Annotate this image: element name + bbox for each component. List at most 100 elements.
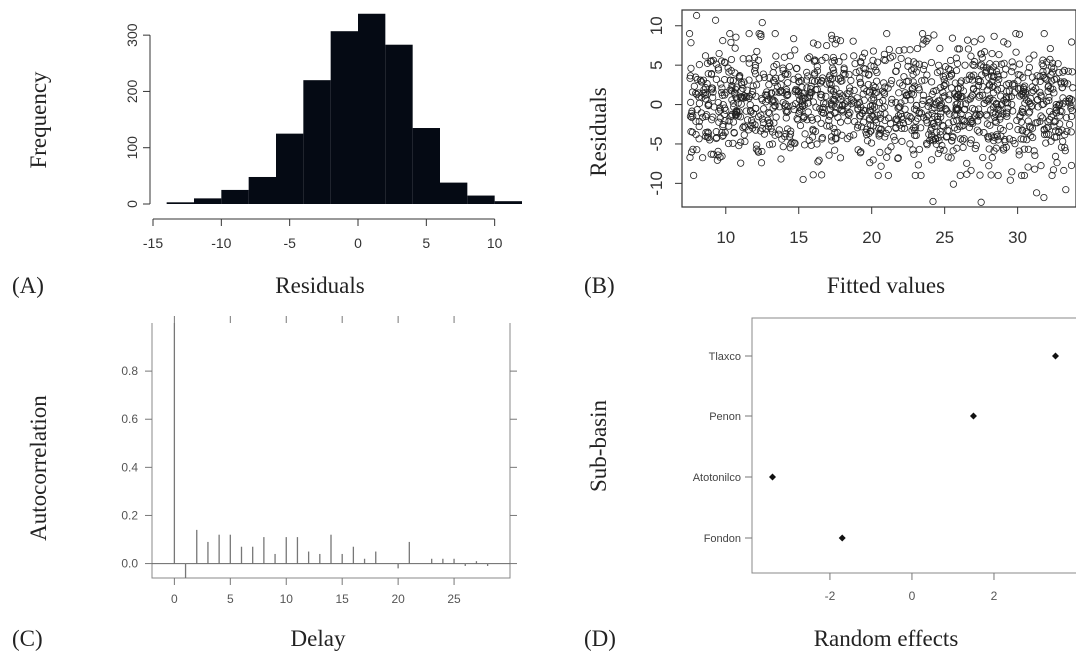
scatter-point <box>1039 100 1048 108</box>
scatter-point <box>1051 117 1059 126</box>
scatter-point <box>767 89 776 98</box>
scatter-point <box>990 137 998 145</box>
scatter-point <box>1060 66 1068 74</box>
scatter-point <box>801 130 809 138</box>
scatter-point <box>1026 108 1034 116</box>
scatter-point <box>1048 77 1056 85</box>
scatter-point <box>818 134 827 142</box>
scatter-point <box>1028 102 1036 110</box>
scatter-point <box>928 124 936 132</box>
scatter-point <box>838 102 847 110</box>
scatter-point <box>1008 80 1017 89</box>
scatter-point <box>831 40 839 48</box>
scatter-point <box>758 147 766 156</box>
scatter-point <box>865 70 873 79</box>
scatter-point <box>857 148 865 156</box>
scatter-point <box>796 121 805 130</box>
scatter-point <box>856 78 864 86</box>
y-tick-label-4: 10 <box>647 16 666 35</box>
y-axis-title: Residuals <box>586 87 611 176</box>
scatter-point <box>1054 60 1062 68</box>
scatter-point <box>919 96 927 105</box>
scatter-point <box>1046 85 1055 93</box>
scatter-point <box>930 119 938 127</box>
scatter-point <box>977 35 985 43</box>
scatter-point <box>1024 163 1032 171</box>
scatter-point <box>927 78 936 86</box>
scatter-point <box>758 115 766 123</box>
scatter-point <box>831 128 839 137</box>
histogram-bar-1 <box>194 198 222 204</box>
scatter-point <box>1005 87 1013 95</box>
scatter-point <box>904 62 912 70</box>
scatter-point <box>980 129 988 137</box>
scatter-point <box>910 58 918 66</box>
scatter-point <box>806 91 814 100</box>
scatter-point <box>976 62 985 70</box>
scatter-point <box>957 77 966 85</box>
scatter-point <box>689 145 697 153</box>
y-axis-title: Autocorrelation <box>26 395 51 541</box>
scatter-point <box>1040 130 1049 139</box>
scatter-point <box>967 73 976 81</box>
scatter-point <box>983 112 991 120</box>
scatter-point <box>880 56 888 64</box>
scatter-point <box>876 129 884 137</box>
scatter-point <box>1029 87 1037 95</box>
scatter-point <box>722 106 730 114</box>
scatter-point <box>938 121 947 129</box>
panel-b-residual-scatter: 10 15 20 25 30 -10 -5 0 5 10 Fitted values Residual… <box>584 9 1076 298</box>
scatter-point <box>1039 114 1047 122</box>
scatter-point <box>817 119 825 127</box>
scatter-point <box>745 59 753 67</box>
scatter-point <box>1033 119 1041 127</box>
scatter-point <box>870 94 878 102</box>
scatter-point <box>713 156 721 164</box>
scatter-point <box>724 139 733 148</box>
scatter-point <box>785 63 794 71</box>
scatter-point <box>791 46 799 54</box>
scatter-point <box>781 133 789 141</box>
scatter-point <box>1061 147 1069 155</box>
scatter-point <box>760 130 768 138</box>
scatter-point <box>718 84 726 92</box>
plot-frame <box>751 317 1076 574</box>
scatter-point <box>1026 100 1034 108</box>
scatter-point <box>704 70 712 78</box>
scatter-point <box>899 81 907 90</box>
scatter-point <box>724 64 732 72</box>
scatter-point <box>1053 109 1061 117</box>
scatter-point <box>955 45 964 53</box>
scatter-point <box>787 140 795 148</box>
y-tick-label-1: -5 <box>647 136 666 151</box>
scatter-point <box>826 122 834 130</box>
scatter-point <box>769 76 778 84</box>
panel-c-acf: 0 5 10 15 20 25 0.0 0.2 0.4 0.6 0.8 Delay Autocorrel… <box>12 316 517 651</box>
scatter-point <box>967 166 975 175</box>
histogram-bar-6 <box>330 31 358 205</box>
scatter-point <box>741 93 749 101</box>
scatter-point <box>900 46 908 54</box>
scatter-point <box>765 118 773 127</box>
scatter-point <box>755 113 763 121</box>
scatter-point <box>751 67 759 75</box>
scatter-point <box>819 103 827 112</box>
scatter-point <box>856 112 864 120</box>
scatter-point <box>708 116 716 124</box>
scatter-point <box>768 140 777 148</box>
scatter-point <box>1025 63 1033 72</box>
scatter-point <box>928 135 936 144</box>
scatter-point <box>752 92 760 100</box>
scatter-point <box>763 88 771 96</box>
scatter-point <box>877 125 885 133</box>
scatter-point <box>965 75 973 83</box>
scatter-point <box>1030 51 1038 59</box>
scatter-point <box>1019 108 1027 117</box>
scatter-point <box>819 109 827 117</box>
scatter-point <box>976 91 984 100</box>
scatter-point <box>919 65 927 73</box>
panel-label: (B) <box>584 273 615 298</box>
scatter-point <box>813 67 822 75</box>
scatter-point <box>918 77 926 85</box>
scatter-point <box>915 145 924 154</box>
